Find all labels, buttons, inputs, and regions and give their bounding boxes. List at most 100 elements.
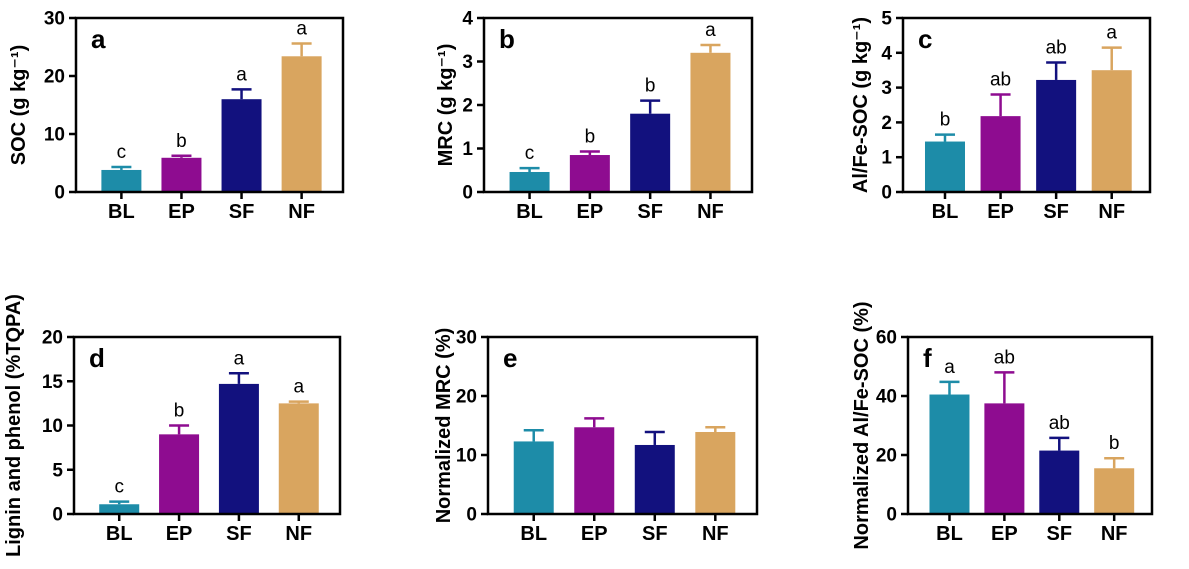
sig-letter-b-NF: a	[705, 20, 716, 41]
bar-f-BL	[929, 394, 970, 514]
panel-d: c b a a 0 5 10 15 20 BL EP SF NF d Lignin and phenol (…	[3, 294, 342, 557]
y-axis-title-e: Normalized MRC (%)	[433, 328, 455, 524]
bar-d-SF	[218, 383, 259, 514]
sig-letter-a-NF: a	[296, 19, 307, 40]
panel-letter-c: c	[918, 24, 932, 54]
y-tick-label-d: 15	[42, 372, 64, 393]
x-tick-label-b-SF: SF	[637, 201, 663, 223]
panel-c: b ab ab a 0 1 2 3 4 5 BL EP SF NF c Al/Fe-SOC (g kg⁻¹)	[850, 9, 1152, 223]
plot-frame-e	[486, 335, 759, 516]
x-tick-label-e-EP: EP	[581, 523, 608, 545]
x-tick-label-f-EP: EP	[991, 523, 1018, 545]
bar-b-SF	[630, 113, 671, 192]
sig-letter-f-SF: ab	[1049, 413, 1070, 434]
y-axis-title-c: Al/Fe-SOC (g kg⁻¹)	[850, 17, 872, 193]
bar-d-BL	[99, 504, 140, 514]
x-tick-label-c-EP: EP	[987, 201, 1014, 223]
y-axis-title-f: Normalized Al/Fe-SOC (%)	[851, 301, 873, 549]
sig-letter-d-NF: a	[293, 377, 304, 398]
y-tick-label-f: 40	[876, 387, 897, 408]
bar-e-SF	[634, 444, 675, 514]
y-tick-label-e: 10	[456, 446, 477, 467]
sig-letter-f-BL: a	[944, 357, 955, 378]
panel-letter-b: b	[499, 24, 515, 54]
sig-letter-b-BL: c	[525, 143, 535, 164]
bar-b-NF	[690, 52, 731, 192]
sig-letter-c-NF: a	[1106, 23, 1117, 44]
y-tick-label-b: 4	[462, 9, 473, 30]
bar-a-SF	[221, 99, 262, 192]
plot-frame-f	[906, 335, 1154, 516]
y-tick-label-b: 3	[462, 52, 473, 73]
y-axis-title-b: MRC (g kg⁻¹)	[435, 44, 457, 167]
x-tick-label-b-NF: NF	[697, 201, 724, 223]
sig-letter-b-SF: b	[645, 76, 656, 97]
x-tick-label-a-NF: NF	[288, 201, 315, 223]
sig-letter-c-BL: b	[940, 110, 951, 131]
x-tick-label-d-EP: EP	[166, 523, 193, 545]
x-tick-label-f-BL: BL	[936, 523, 963, 545]
y-tick-label-f: 0	[886, 505, 897, 526]
x-tick-label-a-SF: SF	[229, 201, 255, 223]
x-tick-label-e-NF: NF	[702, 523, 729, 545]
bar-c-SF	[1036, 79, 1077, 192]
panel-letter-a: a	[91, 24, 106, 54]
sig-letter-a-BL: c	[117, 142, 127, 163]
panel-f: a ab ab b 0 20 40 60 BL EP SF NF f Normalized Al/Fe-S…	[851, 301, 1154, 550]
x-tick-label-a-BL: BL	[108, 201, 135, 223]
panel-letter-f: f	[923, 343, 932, 373]
bar-c-BL	[924, 141, 965, 192]
x-tick-label-d-NF: NF	[285, 523, 312, 545]
y-tick-label-f: 60	[876, 328, 897, 349]
panel-b: c b b a 0 1 2 3 4 BL EP SF NF b MRC (g kg⁻¹)	[435, 9, 754, 223]
bar-f-NF	[1094, 468, 1135, 514]
sig-letter-c-SF: ab	[1046, 38, 1067, 59]
sig-letter-a-EP: b	[176, 131, 187, 152]
x-tick-label-e-BL: BL	[520, 523, 547, 545]
bar-e-BL	[513, 441, 554, 514]
y-tick-label-c: 0	[881, 183, 892, 204]
panel-letter-d: d	[89, 343, 105, 373]
panel-e: 0 10 20 30 BL EP SF NF e Normalized MRC (%)	[433, 328, 759, 545]
bar-c-NF	[1091, 70, 1132, 192]
y-tick-label-b: 1	[462, 139, 473, 160]
x-tick-label-d-BL: BL	[106, 523, 133, 545]
sig-letter-d-BL: c	[114, 477, 124, 498]
bar-a-BL	[101, 169, 142, 192]
bar-b-EP	[569, 155, 610, 192]
y-tick-label-c: 4	[881, 43, 892, 64]
sig-letter-d-SF: a	[234, 348, 245, 369]
bar-a-EP	[161, 157, 202, 192]
sig-letter-c-EP: ab	[990, 70, 1011, 91]
y-tick-label-a: 30	[44, 9, 65, 30]
y-tick-label-c: 3	[881, 78, 892, 99]
bar-d-NF	[278, 403, 319, 514]
x-tick-label-c-NF: NF	[1098, 201, 1125, 223]
y-tick-label-a: 20	[44, 67, 65, 88]
bar-f-SF	[1039, 450, 1080, 514]
panel-letter-e: e	[503, 343, 517, 373]
y-tick-label-c: 5	[881, 9, 892, 30]
y-axis-title-d: Lignin and phenol (%TQPA)	[3, 294, 25, 557]
bar-d-EP	[159, 434, 200, 514]
bar-e-EP	[574, 427, 615, 514]
y-tick-label-b: 2	[462, 96, 473, 117]
y-tick-label-d: 5	[52, 460, 63, 481]
panel-a: c b a a 0 10 20 30 BL EP SF NF a SOC (g kg⁻¹)	[8, 9, 345, 223]
plot-frame-a	[74, 16, 345, 194]
x-tick-label-d-SF: SF	[226, 523, 252, 545]
sig-letter-f-EP: ab	[994, 347, 1015, 368]
x-tick-label-e-SF: SF	[642, 523, 668, 545]
y-tick-label-c: 2	[881, 113, 892, 134]
x-tick-label-a-EP: EP	[168, 201, 195, 223]
y-tick-label-e: 20	[456, 387, 477, 408]
bar-c-EP	[980, 116, 1021, 192]
x-tick-label-c-BL: BL	[932, 201, 959, 223]
x-tick-label-f-NF: NF	[1101, 523, 1128, 545]
y-tick-label-a: 10	[44, 125, 65, 146]
plot-frame-c	[901, 16, 1152, 194]
sig-letter-b-EP: b	[585, 127, 596, 148]
x-tick-label-b-EP: EP	[577, 201, 604, 223]
sig-letter-a-SF: a	[236, 64, 247, 85]
